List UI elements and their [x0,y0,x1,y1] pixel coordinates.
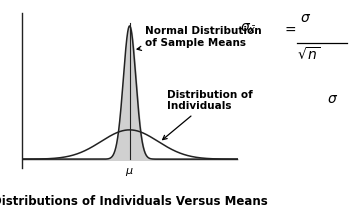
Text: $\sigma$: $\sigma$ [300,10,311,25]
Text: Distributions of Individuals Versus Means: Distributions of Individuals Versus Mean… [0,195,267,208]
Text: $=$: $=$ [282,21,297,35]
Text: $\sigma$: $\sigma$ [327,92,338,106]
Text: Distribution of
Individuals: Distribution of Individuals [163,90,252,140]
Text: $\sqrt{n}$: $\sqrt{n}$ [297,46,320,63]
Text: $\mu$: $\mu$ [125,166,134,178]
Text: Normal Distribution
of Sample Means: Normal Distribution of Sample Means [137,26,262,50]
Text: $\sigma_{\bar{x}}$: $\sigma_{\bar{x}}$ [240,21,257,36]
